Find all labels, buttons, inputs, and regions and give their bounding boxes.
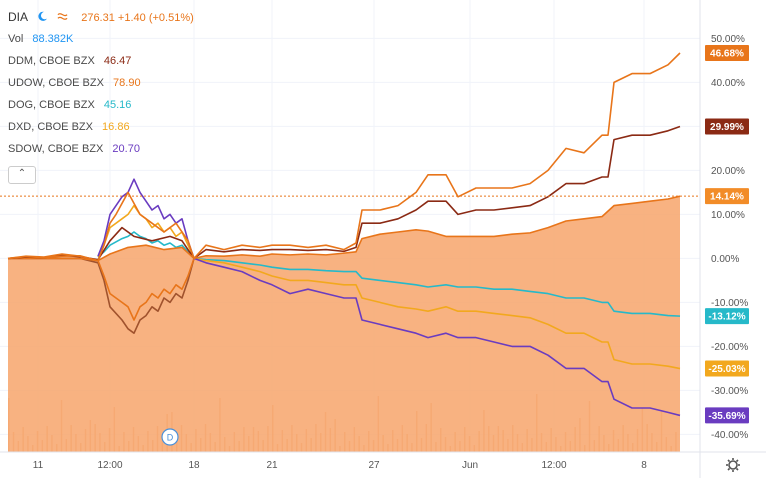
volume-row[interactable]: Vol 88.382K: [8, 28, 194, 50]
chart-legend: DIA 276.31 +1.40 (+0.51%) Vol 88.382K DD…: [8, 6, 194, 184]
series-line-dxd[interactable]: [97, 204, 681, 370]
last-value-tag-dog: -13.12%: [705, 308, 749, 325]
x-tick-label: 21: [266, 460, 278, 471]
y-tick-label: -20.00%: [711, 342, 748, 353]
x-tick-label: 27: [368, 460, 380, 471]
x-tick-label: 8: [641, 460, 647, 471]
compare-row-sdow[interactable]: SDOW, CBOE BZX 20.70: [8, 138, 194, 160]
series-line-ddm[interactable]: [7, 125, 681, 261]
last-value-tag-udow: 46.68%: [705, 45, 749, 62]
y-tick-label: 20.00%: [711, 166, 745, 177]
x-tick-label: 12:00: [97, 460, 122, 471]
y-tick-label: -40.00%: [711, 430, 748, 441]
chevron-up-icon: ⌃: [17, 168, 27, 179]
price-change: +1.40: [117, 12, 146, 24]
compare-value: 45.16: [103, 99, 132, 111]
compare-value: 78.90: [113, 77, 141, 89]
main-symbol-row[interactable]: DIA 276.31 +1.40 (+0.51%): [8, 6, 194, 28]
gear-icon-ring: [728, 460, 738, 470]
gear-icon-teeth: [726, 458, 740, 472]
compare-value: 46.47: [103, 55, 132, 67]
last-value-tag-sdow: -35.69%: [705, 407, 749, 424]
y-tick-label: -30.00%: [711, 386, 748, 397]
compare-label: DXD, CBOE BZX: [8, 121, 93, 133]
compare-value: 16.86: [102, 121, 130, 133]
svg-text:-13.12%: -13.12%: [708, 312, 745, 323]
last-value-tag-dia: 14.14%: [705, 188, 749, 205]
x-tick-label: Jun: [462, 460, 478, 471]
y-tick-label: -10.00%: [711, 298, 748, 309]
compare-row-udow[interactable]: UDOW, CBOE BZX 78.90: [8, 72, 194, 94]
x-tick-label: 12:00: [541, 460, 566, 471]
time-axis[interactable]: 11 12:00 18 21 27 Jun 12:00 8: [33, 460, 647, 471]
y-tick-label: 10.00%: [711, 210, 745, 221]
series-lines: [0, 52, 700, 417]
moon-icon[interactable]: [37, 11, 48, 22]
volume-value: 88.382K: [32, 33, 74, 45]
wave-icon[interactable]: [57, 11, 68, 22]
svg-text:29.99%: 29.99%: [710, 122, 744, 133]
svg-text:-35.69%: -35.69%: [708, 411, 745, 422]
dia-area-fill: [8, 196, 680, 452]
svg-text:-25.03%: -25.03%: [708, 364, 745, 375]
gear-icon[interactable]: [726, 458, 740, 472]
last-value-tags: 14.14% 46.68% 29.99% -35.69% -25.03% -13.12%: [705, 45, 749, 424]
series-line-sdow[interactable]: [97, 178, 681, 417]
dia-area: [8, 196, 680, 452]
y-tick-label: 50.00%: [711, 34, 745, 45]
compare-label: SDOW, CBOE BZX: [8, 143, 104, 155]
compare-row-dog[interactable]: DOG, CBOE BZX 45.16: [8, 94, 194, 116]
series-line-dia[interactable]: [7, 195, 681, 262]
compare-label: DDM, CBOE BZX: [8, 55, 95, 67]
x-tick-label: 11: [33, 460, 44, 471]
series-line-udow[interactable]: [7, 52, 681, 262]
y-tick-label: 0.00%: [711, 254, 739, 265]
last-price: 276.31: [81, 12, 115, 24]
y-tick-label: 40.00%: [711, 78, 745, 89]
svg-text:46.68%: 46.68%: [710, 49, 744, 60]
last-value-tag-dxd: -25.03%: [705, 360, 749, 377]
collapse-legend-button[interactable]: ⌃: [8, 166, 36, 184]
compare-row-dxd[interactable]: DXD, CBOE BZX 16.86: [8, 116, 194, 138]
compare-label: UDOW, CBOE BZX: [8, 77, 104, 89]
svg-text:14.14%: 14.14%: [710, 192, 744, 203]
compare-value: 20.70: [112, 143, 140, 155]
x-tick-label: 18: [188, 460, 200, 471]
compare-row-ddm[interactable]: DDM, CBOE BZX 46.47: [8, 50, 194, 72]
symbol-name: DIA: [8, 10, 29, 24]
dividend-marker-label: D: [167, 433, 174, 443]
compare-label: DOG, CBOE BZX: [8, 99, 95, 111]
volume-label: Vol: [8, 33, 24, 45]
dividend-marker-circle: [161, 428, 179, 446]
dividend-marker-icon[interactable]: D: [161, 428, 179, 446]
series-line-dog[interactable]: [97, 231, 681, 317]
price-change-pct: (+0.51%): [148, 12, 194, 24]
last-value-tag-ddm: 29.99%: [705, 118, 749, 135]
